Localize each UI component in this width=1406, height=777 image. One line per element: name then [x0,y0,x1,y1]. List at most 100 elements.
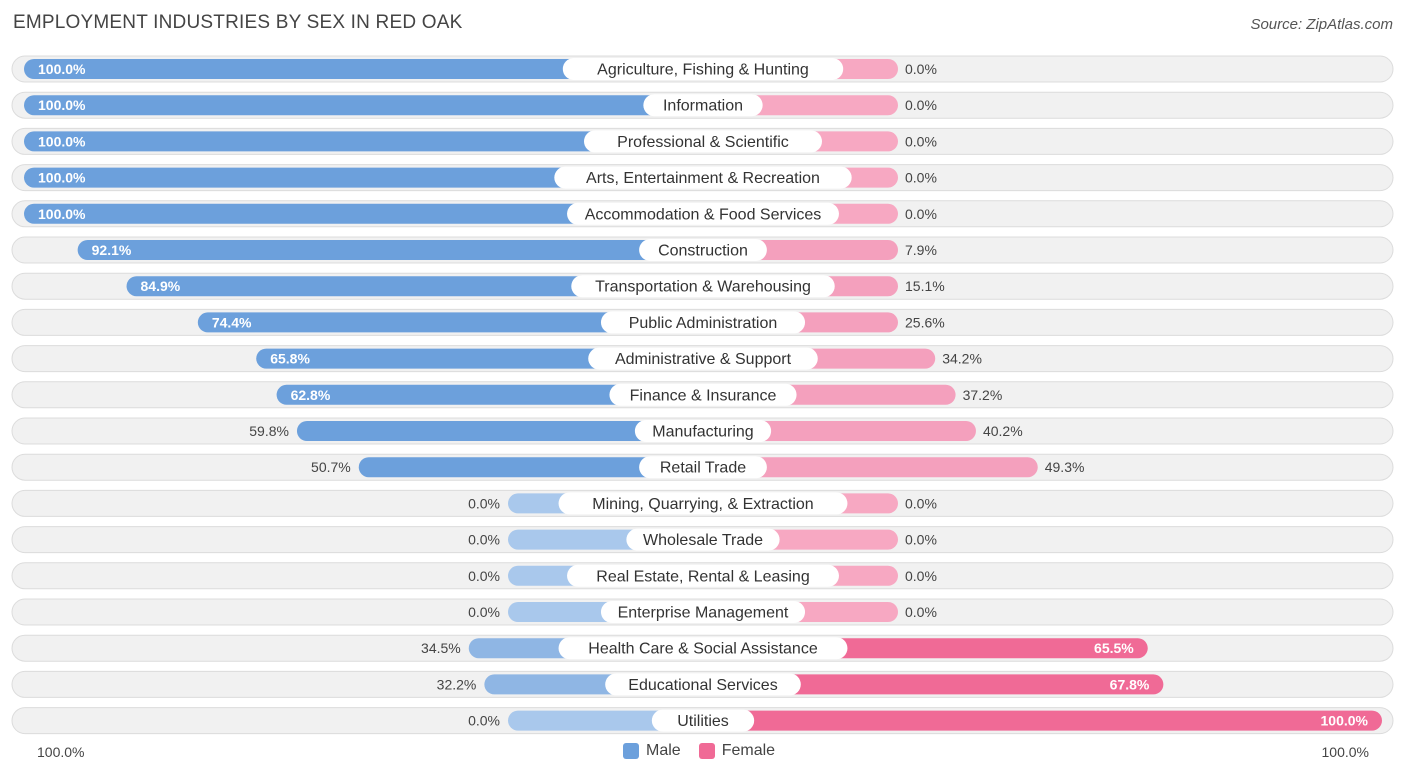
category-label-bg [558,637,848,660]
female-value-label: 0.0% [905,133,937,149]
female-value-label: 34.2% [942,351,982,367]
category-label-bg [562,58,844,80]
female-bar [703,710,1382,731]
legend-item-female: Female [698,742,776,760]
category-label-bg [588,347,818,370]
female-bar [703,674,1164,695]
category-label-bg [634,420,772,442]
female-value-label: 15.1% [905,278,945,294]
legend-label-female: Female [721,742,776,759]
male-value-label: 50.7% [311,459,351,475]
male-bar [24,167,703,188]
category-label-bg [600,311,806,334]
male-bar [197,312,703,333]
male-value-label: 32.2% [437,676,477,692]
category-label: Utilities [677,713,729,730]
male-value-label: 100.0% [38,61,86,77]
category-label-bg [567,564,839,587]
male-bar [77,240,704,260]
male-value-label: 74.4% [212,314,252,330]
male-bar [24,59,703,79]
category-label-bg [584,130,822,153]
category-label: Accommodation & Food Services [585,206,822,223]
female-value-label: 37.2% [963,387,1003,403]
category-label: Finance & Insurance [630,387,777,404]
category-label: Mining, Quarrying, & Extraction [592,496,813,513]
legend-label-male: Male [646,742,681,759]
category-label-bg [651,709,755,732]
female-value-label: 25.6% [905,314,945,330]
category-label-bg [643,94,763,117]
category-label-bg [605,673,801,696]
male-value-label: 84.9% [141,278,181,294]
male-value-label: 0.0% [468,568,500,584]
category-label-bg [639,239,767,261]
male-bar [126,276,704,297]
male-value-label: 59.8% [249,423,289,439]
male-bar [24,131,703,152]
category-label: Construction [658,243,748,260]
category-label: Information [663,98,743,115]
male-value-label: 100.0% [38,170,86,186]
category-label: Agriculture, Fishing & Hunting [597,62,809,79]
female-value-label: 0.0% [905,532,937,548]
category-label-bg [609,383,797,406]
female-value-label: 0.0% [905,495,937,511]
category-label-bg [554,166,852,189]
female-value-label: 0.0% [905,206,937,222]
male-value-label: 92.1% [92,242,132,258]
male-bar [24,203,703,224]
category-label: Wholesale Trade [643,532,763,549]
female-value-label: 7.9% [905,242,937,258]
male-value-label: 0.0% [468,495,500,511]
category-label: Real Estate, Rental & Leasing [596,568,809,585]
chart-title: EMPLOYMENT INDUSTRIES BY SEX IN RED OAK [13,12,463,33]
male-value-label: 65.8% [270,351,310,367]
female-value-label: 0.0% [905,61,937,77]
category-label: Administrative & Support [615,351,792,368]
male-value-label: 100.0% [38,133,86,149]
legend-swatch-male [623,743,639,759]
female-value-label: 65.5% [1094,640,1134,656]
male-value-label: 0.0% [468,532,500,548]
female-value-label: 40.2% [983,423,1023,439]
female-bar [703,421,976,441]
female-value-label: 0.0% [905,568,937,584]
male-bar [24,95,703,116]
male-value-label: 34.5% [421,640,461,656]
axis-right-label: 100.0% [1321,744,1369,760]
category-label: Manufacturing [652,424,753,441]
male-value-label: 62.8% [291,387,331,403]
female-value-label: 0.0% [905,170,937,186]
category-label-bg [626,528,780,551]
male-value-label: 100.0% [38,206,86,222]
category-label: Retail Trade [660,460,746,477]
legend-swatch-female [698,743,715,759]
category-label: Educational Services [628,677,777,694]
female-value-label: 100.0% [1321,713,1369,729]
female-value-label: 67.8% [1110,676,1150,692]
category-label: Transportation & Warehousing [595,279,811,296]
category-label: Public Administration [629,315,778,332]
male-value-label: 0.0% [468,604,500,620]
male-bar [276,384,703,405]
category-label-bg [571,275,835,298]
category-label-bg [567,202,839,225]
female-value-label: 0.0% [905,604,937,620]
category-label: Health Care & Social Assistance [588,641,818,658]
category-label-bg [639,456,767,479]
male-bar [358,457,703,478]
category-label: Professional & Scientific [617,134,789,151]
category-label: Arts, Entertainment & Recreation [586,170,820,187]
category-label-bg [558,492,848,515]
legend-item-male: Male [623,742,681,760]
male-value-label: 0.0% [468,713,500,729]
female-bar [703,457,1038,478]
category-label: Enterprise Management [618,605,789,622]
female-value-label: 0.0% [905,97,937,113]
male-bar [296,421,703,441]
female-value-label: 49.3% [1045,459,1085,475]
chart-source: Source: ZipAtlas.com [1250,16,1393,33]
category-label-bg [600,601,806,623]
